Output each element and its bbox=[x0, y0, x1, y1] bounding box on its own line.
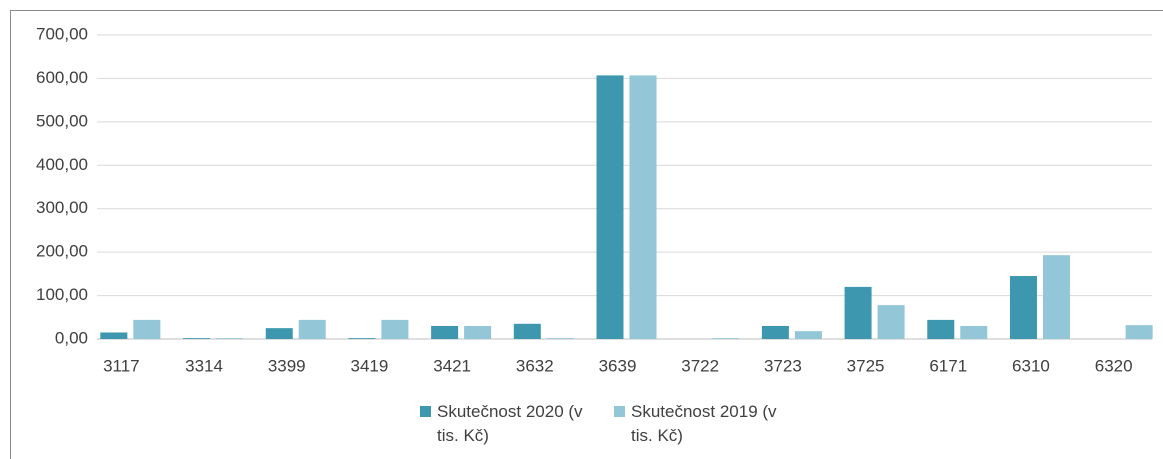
legend-swatch bbox=[614, 406, 625, 417]
bar bbox=[877, 305, 905, 339]
x-tick-label: 6320 bbox=[1095, 356, 1133, 375]
y-tick-label: 100,00 bbox=[36, 285, 88, 304]
bar bbox=[794, 331, 822, 339]
x-tick-label: 3419 bbox=[351, 356, 389, 375]
x-tick-label: 6171 bbox=[929, 356, 967, 375]
x-tick-label: 3725 bbox=[847, 356, 885, 375]
bar bbox=[629, 75, 657, 339]
y-tick-label: 600,00 bbox=[36, 68, 88, 87]
bar bbox=[265, 328, 293, 339]
legend-label: Skutečnost 2020 (v tis. Kč) bbox=[437, 402, 583, 445]
x-tick-label: 3639 bbox=[599, 356, 637, 375]
y-tick-label: 300,00 bbox=[36, 198, 88, 217]
bar bbox=[960, 325, 988, 339]
x-tick-label: 6310 bbox=[1012, 356, 1050, 375]
bar bbox=[431, 325, 459, 339]
y-tick-label: 400,00 bbox=[36, 155, 88, 174]
bar bbox=[348, 338, 376, 339]
bar bbox=[927, 319, 955, 339]
frame bbox=[10, 10, 1163, 459]
bar bbox=[844, 286, 872, 339]
y-tick-label: 500,00 bbox=[36, 111, 88, 130]
bar bbox=[100, 332, 128, 339]
bar bbox=[1009, 276, 1037, 339]
bar bbox=[596, 75, 624, 339]
bar bbox=[381, 319, 409, 339]
bar bbox=[216, 338, 244, 339]
bar bbox=[546, 338, 574, 339]
legend-label: Skutečnost 2019 (v tis. Kč) bbox=[631, 402, 777, 445]
x-tick-label: 3421 bbox=[433, 356, 471, 375]
bar bbox=[464, 325, 492, 339]
legend-swatch bbox=[420, 406, 431, 417]
legend-item: Skutečnost 2019 (v tis. Kč) bbox=[614, 400, 784, 448]
bar bbox=[712, 338, 740, 339]
x-tick-label: 3723 bbox=[764, 356, 802, 375]
bar bbox=[133, 319, 161, 339]
bar bbox=[761, 325, 789, 339]
x-tick-label: 3117 bbox=[103, 356, 140, 375]
x-tick-label: 3632 bbox=[516, 356, 554, 375]
bar bbox=[183, 338, 211, 339]
bar bbox=[1125, 325, 1153, 339]
y-tick-label: 0,00 bbox=[55, 328, 88, 347]
bar bbox=[513, 323, 541, 339]
y-tick-label: 200,00 bbox=[36, 242, 88, 261]
legend-item: Skutečnost 2020 (v tis. Kč) bbox=[420, 400, 590, 448]
x-tick-label: 3399 bbox=[268, 356, 306, 375]
legend: Skutečnost 2020 (v tis. Kč) Skutečnost 20… bbox=[420, 400, 784, 448]
y-tick-label: 700,00 bbox=[36, 24, 88, 43]
bar bbox=[1042, 255, 1070, 339]
x-tick-label: 3722 bbox=[681, 356, 719, 375]
bar bbox=[298, 319, 326, 339]
x-tick-label: 3314 bbox=[185, 356, 223, 375]
